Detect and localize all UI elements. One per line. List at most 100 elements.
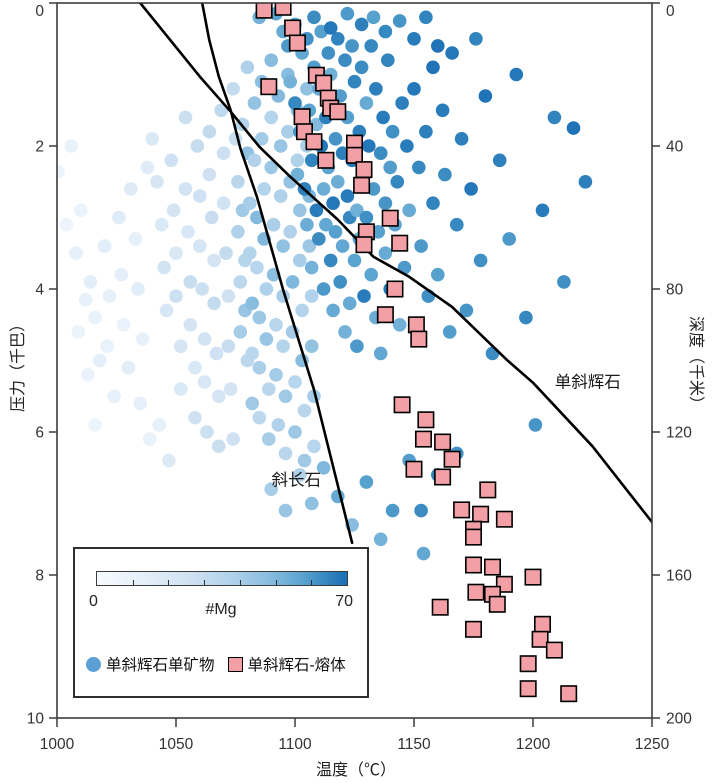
data-point-circle <box>359 210 374 225</box>
data-point-circle <box>364 267 379 282</box>
data-point-circle <box>262 382 276 396</box>
data-point-circle <box>100 339 114 354</box>
data-point-square <box>414 430 432 448</box>
data-point-square <box>255 2 273 19</box>
data-point-circle <box>97 239 112 253</box>
data-point-circle <box>264 160 279 175</box>
data-point-circle <box>81 368 95 382</box>
data-point-circle <box>154 217 169 232</box>
data-point-circle <box>116 318 131 332</box>
data-point-circle <box>273 189 288 203</box>
y-left-tick-label: 10 <box>27 711 45 728</box>
data-point-circle <box>152 418 167 432</box>
data-point-circle <box>366 182 381 196</box>
series-clinopyroxene-melt <box>255 2 578 703</box>
data-point-circle <box>145 132 159 146</box>
data-point-square <box>284 19 302 37</box>
data-point-circle <box>342 296 357 311</box>
data-point-circle <box>381 53 395 67</box>
data-point-circle <box>264 110 279 125</box>
data-point-circle <box>197 375 212 389</box>
data-point-circle <box>162 453 176 468</box>
data-point-circle <box>88 418 102 432</box>
data-point-square <box>434 433 452 451</box>
data-point-square <box>386 280 404 298</box>
y-left-tick-label: 2 <box>35 139 44 156</box>
data-point-circle <box>250 260 264 275</box>
data-point-circle <box>304 260 319 275</box>
data-point-circle <box>321 46 336 60</box>
data-point-circle <box>221 289 236 303</box>
data-point-circle <box>193 189 207 203</box>
data-point-circle <box>243 196 257 210</box>
data-point-circle <box>166 203 181 218</box>
data-point-square <box>467 583 485 601</box>
data-point-circle <box>59 217 74 232</box>
data-point-circle <box>252 310 267 325</box>
data-point-circle <box>438 167 452 182</box>
data-point-circle <box>188 410 202 425</box>
data-point-circle <box>333 275 348 289</box>
data-point-circle <box>159 303 174 318</box>
data-point-circle <box>221 339 236 354</box>
data-point-circle <box>364 39 379 53</box>
x-tick-label: 1200 <box>516 736 551 753</box>
data-point-circle <box>247 96 262 110</box>
data-point-circle <box>204 210 219 225</box>
data-point-square <box>533 615 551 633</box>
data-point-circle <box>200 425 214 439</box>
data-point-circle <box>392 318 407 332</box>
y-right-tick-label: 160 <box>666 568 692 585</box>
data-point-square <box>305 133 323 151</box>
data-point-circle <box>469 32 483 46</box>
data-point-circle <box>304 496 319 511</box>
data-point-circle <box>426 60 440 75</box>
data-point-square <box>317 151 335 169</box>
data-point-circle <box>347 74 362 89</box>
data-point-circle <box>323 21 338 35</box>
data-point-square <box>464 620 482 638</box>
data-point-square <box>355 161 373 179</box>
data-point-circle <box>102 289 117 303</box>
legend-circle-swatch <box>86 656 101 672</box>
legend-square-swatch <box>227 656 243 672</box>
data-point-circle <box>333 89 348 103</box>
y-left-tick-label: 8 <box>35 568 44 585</box>
y-right-tick-label: 0 <box>666 3 675 20</box>
data-point-square <box>391 234 409 252</box>
data-point-circle <box>419 124 433 139</box>
data-point-circle <box>226 82 240 96</box>
data-point-circle <box>269 368 283 382</box>
colorbar-tick <box>275 580 277 585</box>
data-point-circle <box>340 189 355 203</box>
data-point-square <box>519 655 537 673</box>
data-point-circle <box>407 82 421 96</box>
data-point-circle <box>281 124 295 139</box>
data-point-circle <box>302 239 317 253</box>
colorbar-tick <box>168 580 170 585</box>
data-point-circle <box>188 360 202 375</box>
data-point-circle <box>357 289 371 303</box>
data-point-circle <box>293 203 307 218</box>
data-point-circle <box>157 260 171 275</box>
plot-area <box>56 2 653 703</box>
data-point-circle <box>93 353 107 368</box>
data-point-circle <box>366 10 381 25</box>
data-point-circle <box>276 339 290 354</box>
legend-entries: 单斜辉石单矿物 单斜辉石-熔体 <box>86 653 346 675</box>
data-point-circle <box>254 132 269 146</box>
data-point-circle <box>519 310 533 325</box>
data-point-square <box>531 630 549 648</box>
data-point-circle <box>259 282 274 296</box>
data-point-circle <box>71 325 86 339</box>
y-right-tick-label: 40 <box>666 139 684 156</box>
data-point-circle <box>290 167 305 182</box>
data-point-circle <box>252 410 267 425</box>
data-point-square <box>483 558 501 576</box>
legend-box: 0 70 #Mg 单斜辉石单矿物 单斜辉石-熔体 <box>73 547 369 698</box>
data-point-square <box>329 103 347 121</box>
data-point-circle <box>257 182 271 196</box>
data-point-circle <box>307 439 321 454</box>
data-point-circle <box>216 196 231 210</box>
